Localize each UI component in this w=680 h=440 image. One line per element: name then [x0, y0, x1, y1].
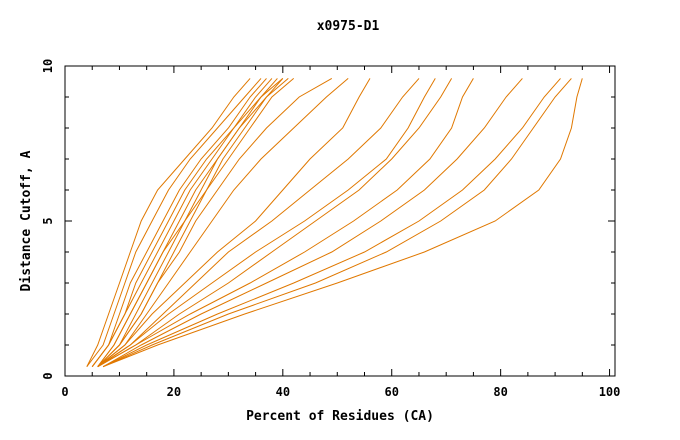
y-tick-label: 10 [41, 59, 55, 73]
series-line-13 [97, 78, 420, 368]
x-tick-label: 80 [493, 385, 507, 399]
series-line-10 [97, 77, 333, 368]
chart-title: x0975-D1 [317, 19, 380, 34]
x-tick-label: 60 [385, 385, 399, 399]
series-line-11 [97, 78, 349, 368]
y-axis-label: Distance Cutoff, A [19, 150, 34, 291]
series-line-19 [102, 78, 572, 368]
series-line-12 [97, 78, 371, 368]
x-tick-label: 20 [167, 385, 181, 399]
series-line-2 [86, 78, 251, 367]
axis-tick-labels: 0 20 40 60 80 100 0 5 10 [41, 59, 620, 399]
series-line-7 [97, 78, 289, 368]
series-line-8 [97, 78, 284, 368]
x-tick-label: 100 [599, 385, 621, 399]
plot-frame [64, 65, 616, 377]
series-line-18 [102, 78, 561, 368]
series-line-3 [91, 78, 267, 368]
series-line-16 [97, 78, 474, 368]
series-line-1 [86, 78, 262, 368]
series-line-14 [97, 78, 436, 368]
series-lines [86, 77, 583, 368]
x-axis-label: Percent of Residues (CA) [246, 409, 434, 424]
series-line-17 [102, 78, 523, 368]
axis-ticks [64, 65, 615, 377]
y-tick-label: 0 [41, 372, 55, 379]
x-tick-label: 40 [276, 385, 290, 399]
y-tick-label: 5 [41, 217, 55, 224]
x-tick-label: 0 [61, 385, 68, 399]
series-line-5 [91, 78, 278, 368]
series-line-20 [102, 78, 583, 368]
series-line-15 [97, 78, 453, 368]
